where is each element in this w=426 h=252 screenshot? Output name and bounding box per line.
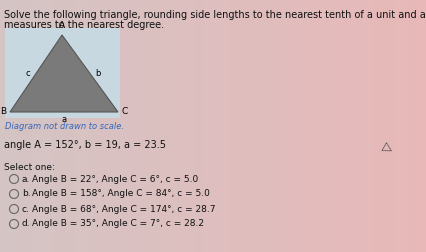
Text: b: b <box>95 69 101 78</box>
Text: angle A = 152°, b = 19, a = 23.5: angle A = 152°, b = 19, a = 23.5 <box>4 140 166 150</box>
Text: C: C <box>122 108 128 116</box>
Text: c.: c. <box>22 205 30 213</box>
Text: ▷: ▷ <box>380 140 394 156</box>
Text: Angle B = 68°, Angle C = 174°, c = 28.7: Angle B = 68°, Angle C = 174°, c = 28.7 <box>32 205 215 213</box>
Text: A: A <box>59 21 65 30</box>
Text: Angle B = 158°, Angle C = 84°, c = 5.0: Angle B = 158°, Angle C = 84°, c = 5.0 <box>32 190 210 199</box>
Text: Angle B = 35°, Angle C = 7°, c = 28.2: Angle B = 35°, Angle C = 7°, c = 28.2 <box>32 219 204 229</box>
Text: Angle B = 22°, Angle C = 6°, c = 5.0: Angle B = 22°, Angle C = 6°, c = 5.0 <box>32 174 198 183</box>
Text: c: c <box>26 69 30 78</box>
Polygon shape <box>10 35 118 112</box>
Text: Diagram not drawn to scale.: Diagram not drawn to scale. <box>5 122 124 131</box>
Text: measures to the nearest degree.: measures to the nearest degree. <box>4 20 164 30</box>
Text: b.: b. <box>22 190 31 199</box>
Text: d.: d. <box>22 219 31 229</box>
Text: a.: a. <box>22 174 30 183</box>
Text: a: a <box>61 115 66 124</box>
Text: Select one:: Select one: <box>4 163 55 172</box>
FancyBboxPatch shape <box>5 28 120 118</box>
Text: Solve the following triangle, rounding side lengths to the nearest tenth of a un: Solve the following triangle, rounding s… <box>4 10 426 20</box>
Text: B: B <box>0 108 6 116</box>
